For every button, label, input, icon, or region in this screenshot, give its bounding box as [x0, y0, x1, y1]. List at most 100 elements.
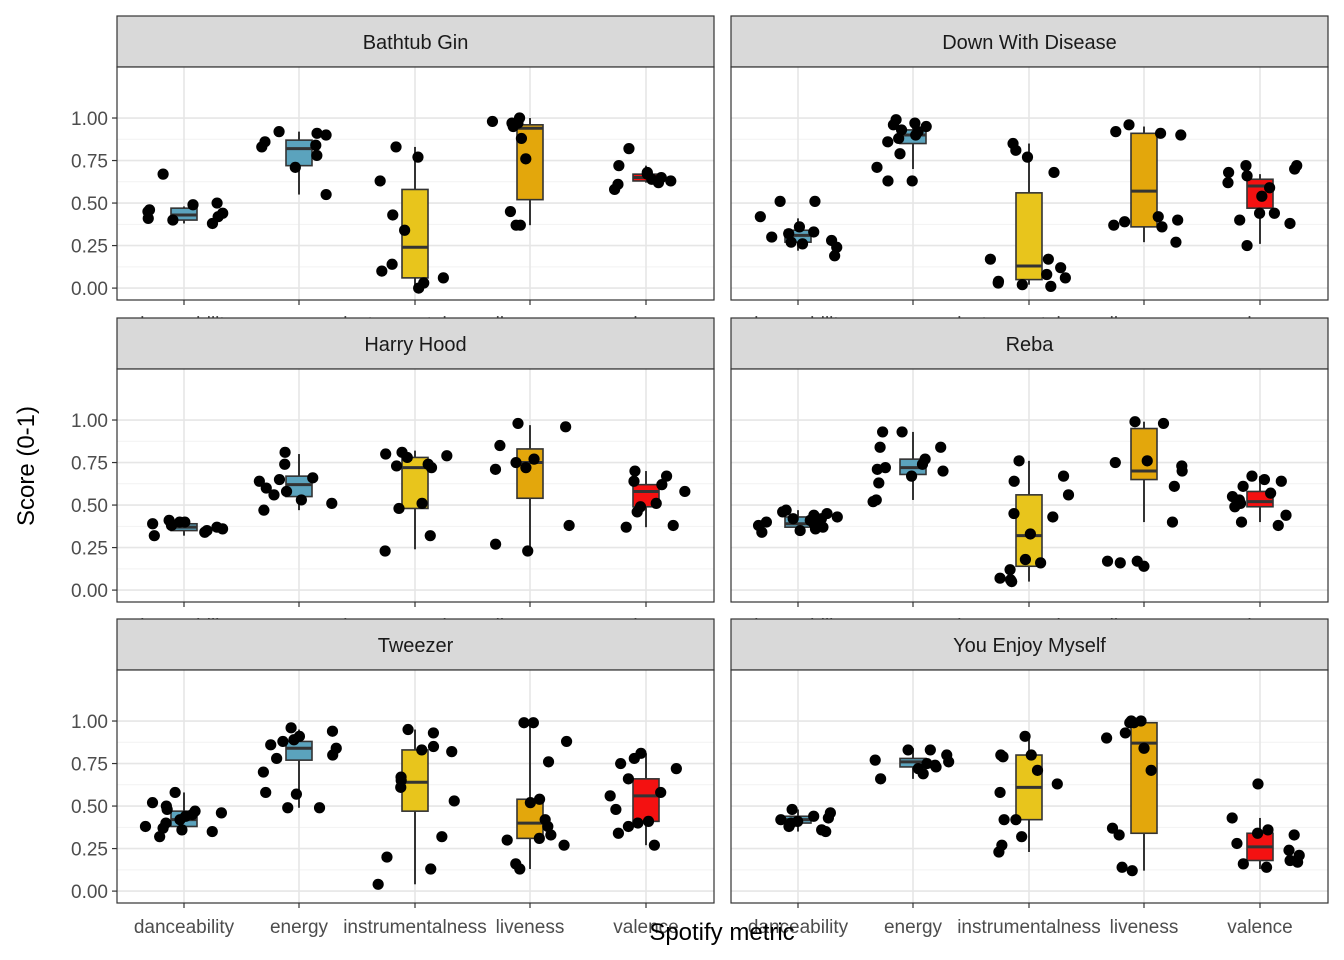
data-point: [187, 199, 199, 211]
data-point: [494, 439, 506, 452]
data-point: [1114, 557, 1126, 569]
data-point: [1062, 489, 1075, 501]
data-point: [1289, 163, 1301, 175]
data-point: [427, 740, 440, 753]
data-point: [920, 120, 932, 133]
data-point: [1154, 127, 1167, 139]
data-point: [943, 756, 955, 768]
x-tick-label: energy: [270, 917, 329, 938]
data-point: [1283, 844, 1295, 856]
y-tick-label: 0.75: [71, 454, 108, 475]
data-point: [372, 878, 384, 890]
data-point: [199, 526, 211, 538]
y-tick-label: 0.25: [71, 237, 108, 258]
data-point: [510, 219, 522, 231]
data-point: [1019, 730, 1031, 742]
data-point: [146, 797, 159, 809]
y-tick-label: 0.50: [71, 496, 108, 517]
data-point: [1246, 470, 1258, 482]
data-point: [560, 735, 573, 748]
data-point: [157, 168, 169, 180]
data-point: [273, 473, 286, 486]
data-point: [148, 530, 160, 542]
data-point: [1240, 160, 1252, 172]
box-body: [1130, 132, 1158, 228]
data-point: [147, 518, 159, 530]
data-point: [628, 752, 640, 765]
data-point: [486, 115, 499, 128]
data-point: [390, 141, 402, 153]
data-point: [206, 825, 218, 838]
data-point: [169, 786, 181, 799]
data-point: [831, 511, 843, 523]
facet-strip: [730, 15, 1329, 68]
data-point: [545, 829, 557, 841]
data-point: [1008, 475, 1020, 487]
data-point: [1110, 126, 1122, 138]
data-point: [1265, 487, 1277, 499]
data-point: [514, 863, 526, 875]
data-point: [161, 803, 173, 816]
data-point: [558, 839, 570, 851]
data-point: [867, 496, 879, 508]
y-tick-label: 0.00: [71, 279, 108, 300]
data-point: [402, 723, 414, 736]
data-point: [215, 807, 228, 819]
facet-panel: Tweezer 0.00 0.25 0.50 0.75 1.00 danceability e…: [71, 618, 715, 938]
facet-panel: Down With Diseasedanceabilityenergyinstr…: [730, 15, 1329, 335]
box-body: [401, 749, 429, 812]
data-point: [515, 132, 528, 145]
data-point: [935, 441, 947, 453]
data-point: [610, 803, 622, 816]
data-point: [446, 746, 458, 758]
x-tick-label: valence: [1227, 917, 1293, 938]
data-point: [376, 265, 388, 277]
data-point: [167, 214, 179, 226]
data-point: [793, 221, 806, 233]
data-point: [937, 465, 949, 477]
data-point: [416, 744, 428, 756]
data-point: [631, 506, 643, 518]
data-point: [1138, 560, 1150, 572]
data-point: [510, 456, 522, 469]
data-point: [260, 482, 272, 494]
data-point: [774, 195, 786, 207]
data-point: [1234, 214, 1246, 226]
data-point: [1126, 865, 1138, 877]
y-tick-label: 0.50: [71, 797, 108, 818]
data-point: [1024, 528, 1036, 540]
data-point: [216, 523, 229, 535]
x-tick-label: valence: [613, 917, 679, 938]
data-point: [425, 462, 438, 474]
data-point: [1013, 455, 1025, 467]
facet-title: Tweezer: [378, 635, 454, 657]
data-point: [427, 727, 440, 739]
x-tick-label: instrumentalness: [957, 917, 1101, 938]
box-body: [285, 740, 313, 761]
data-point: [311, 127, 323, 139]
data-point: [277, 735, 289, 748]
data-point: [326, 497, 338, 509]
data-point: [629, 465, 641, 477]
data-point: [518, 717, 530, 729]
data-point: [766, 231, 778, 243]
facet-panel: Bathtub Gin0.000.250.500.751.00danceabil…: [71, 15, 715, 335]
data-point: [1226, 812, 1238, 824]
data-point: [1152, 211, 1164, 223]
data-point: [1035, 557, 1047, 569]
y-axis-title: Score (0-1): [13, 406, 40, 526]
facet-title: Bathtub Gin: [363, 32, 469, 54]
data-point: [1116, 861, 1128, 873]
y-tick-label: 0.25: [71, 539, 108, 560]
data-point: [258, 504, 270, 516]
data-point: [882, 175, 894, 187]
data-point: [522, 545, 534, 557]
data-point: [894, 148, 906, 160]
data-point: [993, 846, 1005, 858]
data-point: [412, 151, 424, 163]
data-point: [670, 763, 682, 775]
data-point: [257, 766, 269, 778]
data-point: [1141, 455, 1153, 467]
y-tick-label: 0.75: [71, 755, 108, 776]
